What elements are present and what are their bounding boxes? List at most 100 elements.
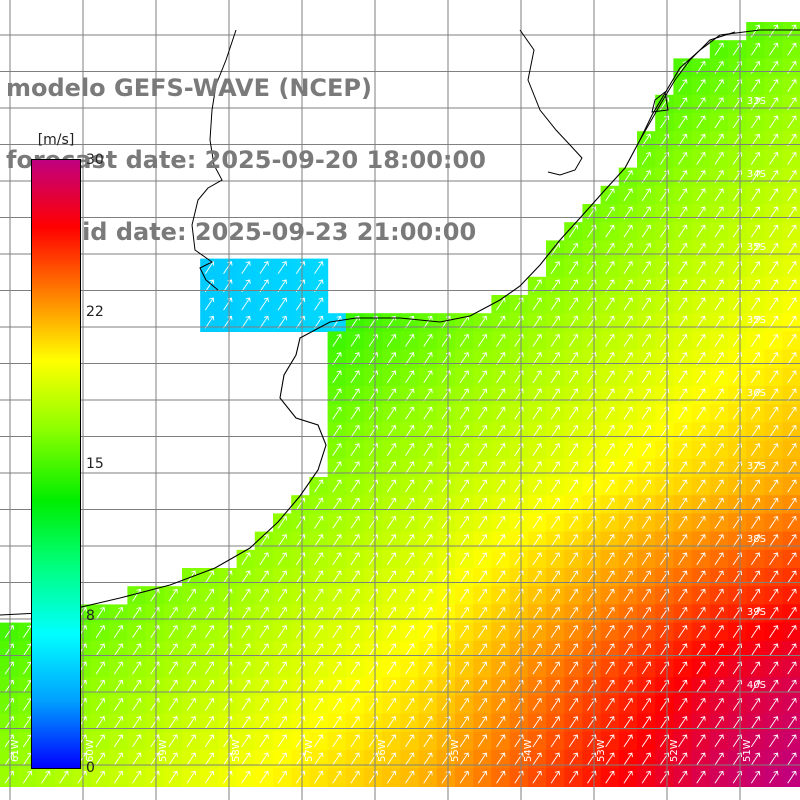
wind-arrow [277,625,288,638]
wind-arrow [605,333,615,347]
wind-arrow [769,424,779,438]
wind-arrow [714,115,724,129]
wind-arrow [696,643,706,657]
wind-arrow [477,443,488,456]
wind-arrow [641,570,652,584]
wind-arrow [332,552,342,566]
wind-arrow [714,352,724,365]
wind-arrow [332,588,342,602]
wind-arrow [168,588,178,602]
wind-arrow [787,679,797,693]
wind-arrow [750,352,761,365]
lat-label-35s: 35S [746,242,766,253]
wind-arrow [277,570,288,584]
wind-arrow [386,643,397,657]
wind-arrow [113,734,124,748]
wind-arrow [459,333,470,347]
wind-arrow [605,352,615,365]
wind-arrow [787,333,797,347]
wind-arrow [132,752,142,766]
wind-arrow [623,406,633,420]
wind-arrow [350,770,360,784]
wind-arrow [441,497,451,511]
wind-arrow [241,661,251,675]
wind-arrow [641,279,652,293]
wind-arrow [277,315,288,329]
wind-arrow [459,443,470,456]
wind-arrow [769,752,779,766]
wind-arrow [696,734,706,748]
wind-arrow [769,443,779,456]
wind-arrow [769,534,779,547]
wind-arrow [714,716,724,729]
wind-arrow [787,297,797,311]
wind-arrow [332,661,342,675]
wind-arrow [332,370,342,384]
wind-arrow [423,643,433,657]
wind-arrow [168,643,178,657]
wind-arrow [405,497,415,511]
wind-arrow [750,424,761,438]
wind-arrow [623,461,633,475]
wind-arrow [769,79,779,92]
wind-arrow [459,734,470,748]
wind-arrow [769,388,779,402]
wind-arrow [368,552,379,566]
wind-arrow [423,443,433,456]
wind-arrow [714,406,724,420]
wind-arrow [386,697,397,711]
wind-arrow [277,643,288,657]
wind-arrow [241,315,251,329]
wind-arrow [714,606,724,620]
wind-arrow [750,443,761,456]
wind-arrow [168,679,178,693]
wind-arrow [714,388,724,402]
wind-arrow [386,625,397,638]
wind-arrow [277,261,288,274]
wind-arrow [113,716,124,729]
wind-arrow [568,588,579,602]
wind-arrow [769,679,779,693]
wind-arrow [441,679,451,693]
wind-arrow [769,497,779,511]
wind-arrow [750,188,761,202]
wind-arrow [314,625,324,638]
wind-arrow [441,315,451,329]
model-title: modelo GEFS-WAVE (NCEP) [6,74,372,102]
wind-arrow [750,406,761,420]
wind-arrow [550,443,561,456]
wind-arrow [459,424,470,438]
wind-arrow [204,606,215,620]
wind-arrow [641,679,652,693]
wind-arrow [113,752,124,766]
wind-arrow [477,716,488,729]
wind-arrow [332,479,342,493]
wind-arrow [696,461,706,475]
wind-arrow [405,716,415,729]
wind-arrow [332,406,342,420]
wind-arrow [769,315,779,329]
wind-arrow [605,570,615,584]
wind-arrow [787,406,797,420]
wind-arrow [386,333,397,347]
lon-label-56w: 56W [377,739,388,762]
wind-arrow [132,716,142,729]
wind-arrow [532,333,542,347]
wind-arrow [423,352,433,365]
wind-arrow [332,534,342,547]
lat-label-35s-b: 35S [746,315,766,326]
wind-arrow [787,588,797,602]
wind-arrow [350,588,360,602]
wind-arrow [204,643,215,657]
wind-arrow [241,697,251,711]
wind-arrow [750,515,761,529]
wind-arrow [496,752,506,766]
wind-arrow [678,479,688,493]
wind-arrow [423,570,433,584]
wind-arrow [714,625,724,638]
wind-arrow [459,479,470,493]
wind-arrow [623,716,633,729]
wind-arrow [314,552,324,566]
wind-arrow [423,515,433,529]
wind-arrow [568,734,579,748]
